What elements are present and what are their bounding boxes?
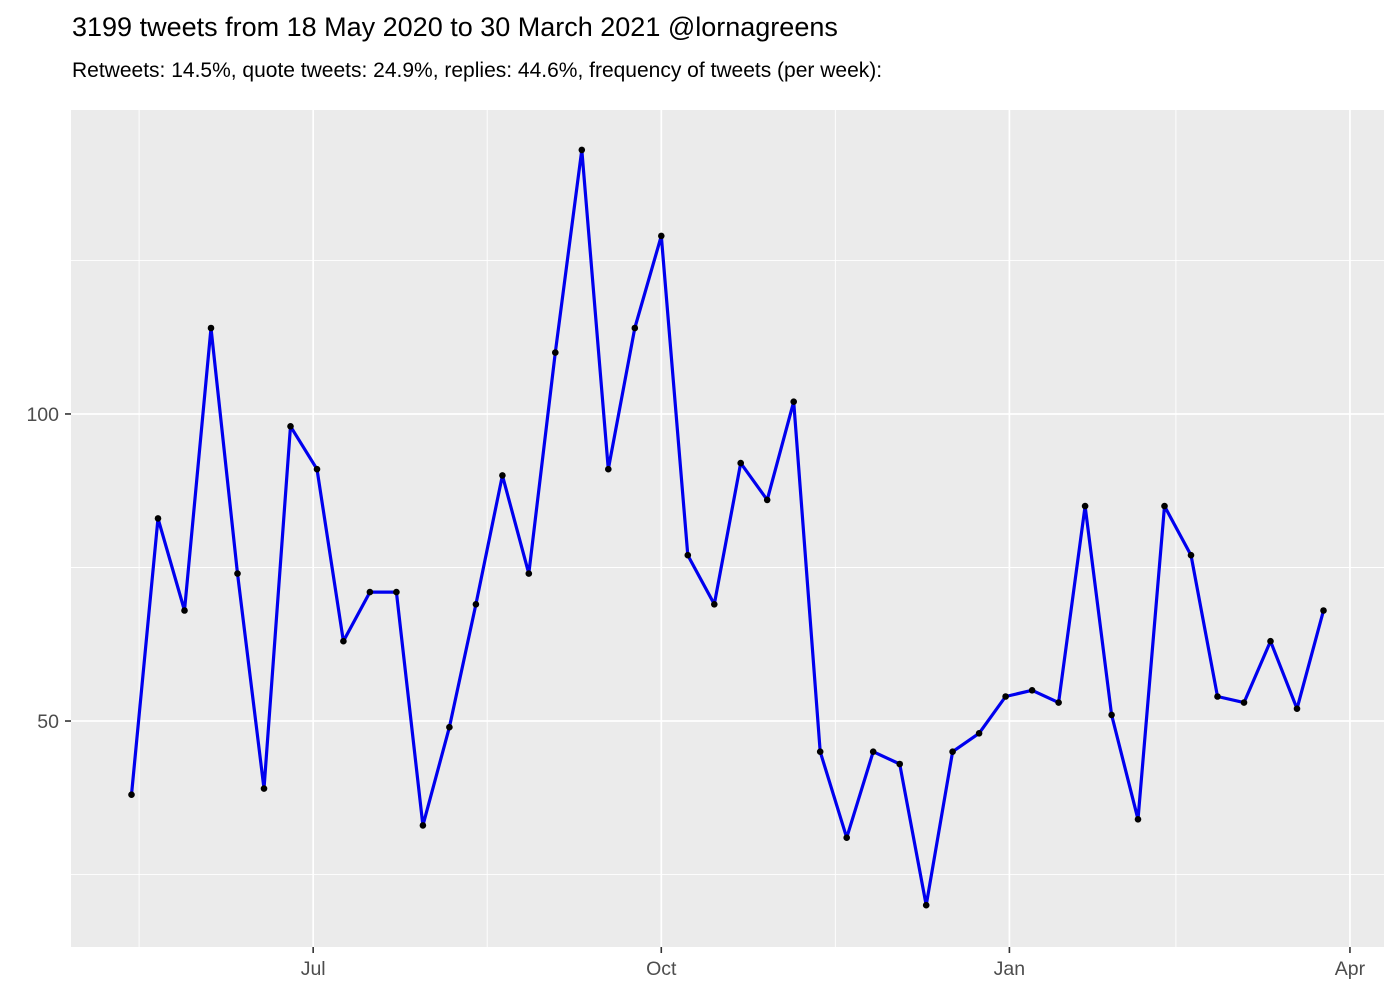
data-point [763, 496, 771, 504]
data-point [1081, 502, 1089, 510]
data-point [1161, 502, 1168, 510]
data-point [287, 423, 294, 430]
data-point [446, 723, 453, 731]
data-point [234, 570, 241, 577]
data-point [658, 232, 665, 240]
data-point [207, 324, 215, 332]
data-point [578, 146, 586, 154]
data-point [711, 601, 718, 608]
frequency-line [129, 148, 1326, 907]
data-point [869, 748, 877, 755]
data-point [737, 459, 744, 467]
data-point [128, 791, 135, 798]
data-point [1320, 607, 1327, 614]
data-point [340, 637, 347, 645]
y-axis-label: 50 [37, 711, 59, 733]
data-point [154, 515, 162, 522]
data-point [684, 551, 692, 559]
data-point [499, 472, 506, 479]
data-point [472, 601, 480, 608]
data-point [1187, 551, 1195, 559]
data-point [181, 607, 188, 614]
x-axis-label: Jan [994, 958, 1025, 980]
data-point [631, 324, 639, 332]
data-point [843, 834, 850, 841]
data-point [1055, 699, 1062, 706]
data-point [922, 901, 930, 909]
data-point [896, 760, 903, 768]
x-axis-label: Oct [646, 958, 677, 980]
data-point [1214, 693, 1221, 700]
data-point [393, 588, 400, 596]
data-point [1240, 699, 1248, 706]
data-point [552, 349, 559, 356]
data-point [313, 465, 321, 473]
chart-subtitle: Retweets: 14.5%, quote tweets: 24.9%, re… [72, 59, 883, 82]
data-point [1028, 687, 1036, 694]
chart-title: 3199 tweets from 18 May 2020 to 30 March… [72, 12, 838, 42]
data-point [1108, 711, 1115, 719]
x-axis-label: Jul [301, 958, 326, 980]
data-point [975, 730, 983, 737]
data-point [1293, 705, 1301, 712]
data-point [816, 748, 824, 755]
data-point [790, 398, 797, 406]
data-point [525, 570, 533, 577]
y-axis-label: 100 [26, 404, 59, 426]
data-point [1002, 693, 1009, 700]
data-point [1267, 637, 1274, 645]
x-axis-label: Apr [1335, 958, 1366, 980]
data-point [260, 785, 268, 792]
data-point [366, 588, 374, 596]
data-point [419, 822, 427, 829]
data-point [605, 465, 612, 473]
data-point [949, 748, 956, 755]
data-point [1134, 816, 1142, 823]
